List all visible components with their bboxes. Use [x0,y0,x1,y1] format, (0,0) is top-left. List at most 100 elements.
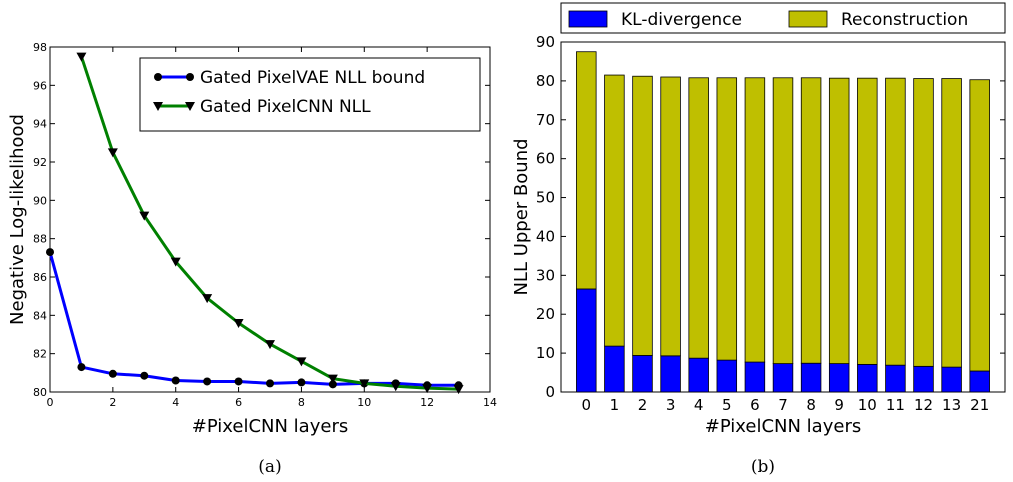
bar-kl [632,355,653,393]
bar-reconstruction [969,79,990,372]
y-tick-label-b: 40 [536,227,555,245]
bar-reconstruction [604,74,625,347]
data-point-series-1 [140,371,149,380]
data-point-series-2 [170,257,181,267]
bar-reconstruction [716,77,738,361]
data-point-series-1 [77,363,86,372]
bar-reconstruction [800,77,822,364]
caption-a: (a) [258,457,281,477]
bar-reconstruction [576,51,597,290]
y-tick-label-b: 80 [536,72,555,90]
data-point-series-2 [233,319,244,328]
bar-reconstruction [857,77,878,365]
x-tick-label-a: 2 [109,396,116,409]
y-tick-label-a: 86 [33,271,47,284]
bar-kl [716,359,738,393]
bar-kl [885,364,906,393]
y-tick-label-b: 50 [536,189,555,207]
bar-kl [660,355,681,393]
bar-kl [969,370,990,393]
legend-marker-2 [185,102,195,111]
data-point-series-2 [296,357,307,367]
x-tick-label-b: 21 [970,396,989,414]
y-tick-label-b: 0 [545,383,555,401]
y-axis-label-b: NLL Upper Bound [511,138,532,295]
y-tick-label-a: 80 [33,386,47,399]
y-tick-label-a: 94 [33,118,47,131]
x-tick-label-b: 10 [858,396,877,414]
legend-label-2: Reconstruction [841,10,968,30]
bar-kl [688,357,709,393]
x-tick-label-b: 13 [942,396,961,414]
data-point-series-2 [453,385,464,395]
y-tick-label-b: 70 [536,111,555,129]
data-point-series-2 [202,294,213,304]
data-point-series-1 [46,248,54,257]
data-point-series-2 [265,340,275,350]
x-tick-label-a: 12 [420,396,434,409]
x-tick-label-a: 8 [298,396,305,409]
data-point-series-1 [266,379,274,388]
bar-reconstruction [885,77,906,366]
y-tick-label-a: 90 [33,194,47,207]
bar-kl [913,365,934,393]
legend-label-1: Gated PixelVAE NLL bound [200,68,425,88]
y-tick-label-b: 30 [536,266,555,284]
data-point-series-1 [328,380,337,389]
bar-reconstruction [913,78,934,367]
data-point-series-1 [171,376,180,385]
bar-reconstruction [744,77,766,363]
x-tick-label-a: 0 [47,396,54,409]
bar-reconstruction [660,76,681,357]
x-tick-label-b: 4 [694,396,704,414]
y-tick-label-a: 84 [33,309,47,322]
data-point-series-2 [390,382,401,392]
x-tick-label-b: 6 [750,396,760,414]
bar-kl [941,366,962,393]
y-tick-label-b: 20 [536,305,555,323]
bar-kl [828,363,850,393]
chart-a: 0 2 4 6 8 10 12 14 80 82 84 86 88 90 92 94 96 98 Gated Pix… [7,41,497,477]
bar-kl [744,361,766,393]
y-tick-label-a: 82 [33,348,47,361]
legend-swatch-1 [568,10,608,28]
series-line-1 [48,251,459,387]
legend-marker-1 [154,73,162,81]
bar-reconstruction [688,77,709,359]
legend-swatch-2 [788,10,828,28]
x-tick-label-a: 14 [483,396,497,409]
legend-label-1: KL-divergence [621,10,742,30]
x-tick-label-b: 5 [722,396,732,414]
data-point-series-2 [359,379,370,389]
bar-kl [857,363,878,393]
x-axis-label-a: #PixelCNN layers [192,416,348,437]
bar-kl [772,363,794,393]
data-point-series-1 [108,369,117,378]
x-tick-label-a: 6 [235,396,242,409]
data-point-series-2 [76,52,87,62]
y-axis-label-a: Negative Log-likelihood [7,114,28,325]
x-tick-label-b: 7 [778,396,788,414]
data-point-series-2 [422,384,433,394]
data-point-series-2 [139,211,150,221]
bar-kl [800,362,822,393]
x-tick-label-b: 8 [806,396,816,414]
bar-reconstruction [632,75,653,356]
caption-b: (b) [751,457,775,477]
x-tick-label-b: 11 [886,396,905,414]
x-tick-label-b: 9 [834,396,844,414]
x-tick-label-b: 2 [638,396,648,414]
y-tick-label-a: 88 [33,233,47,246]
bar-kl [604,345,625,393]
legend-a [139,57,481,132]
y-tick-label-a: 96 [33,79,47,92]
y-tick-label-a: 98 [33,41,47,54]
y-tick-label-b: 90 [536,33,555,51]
data-point-series-2 [327,374,338,384]
x-axis-label-b: #PixelCNN layers [705,416,861,437]
bar-reconstruction [828,77,850,365]
legend-marker-2 [153,102,163,111]
bar-reconstruction [941,78,962,368]
